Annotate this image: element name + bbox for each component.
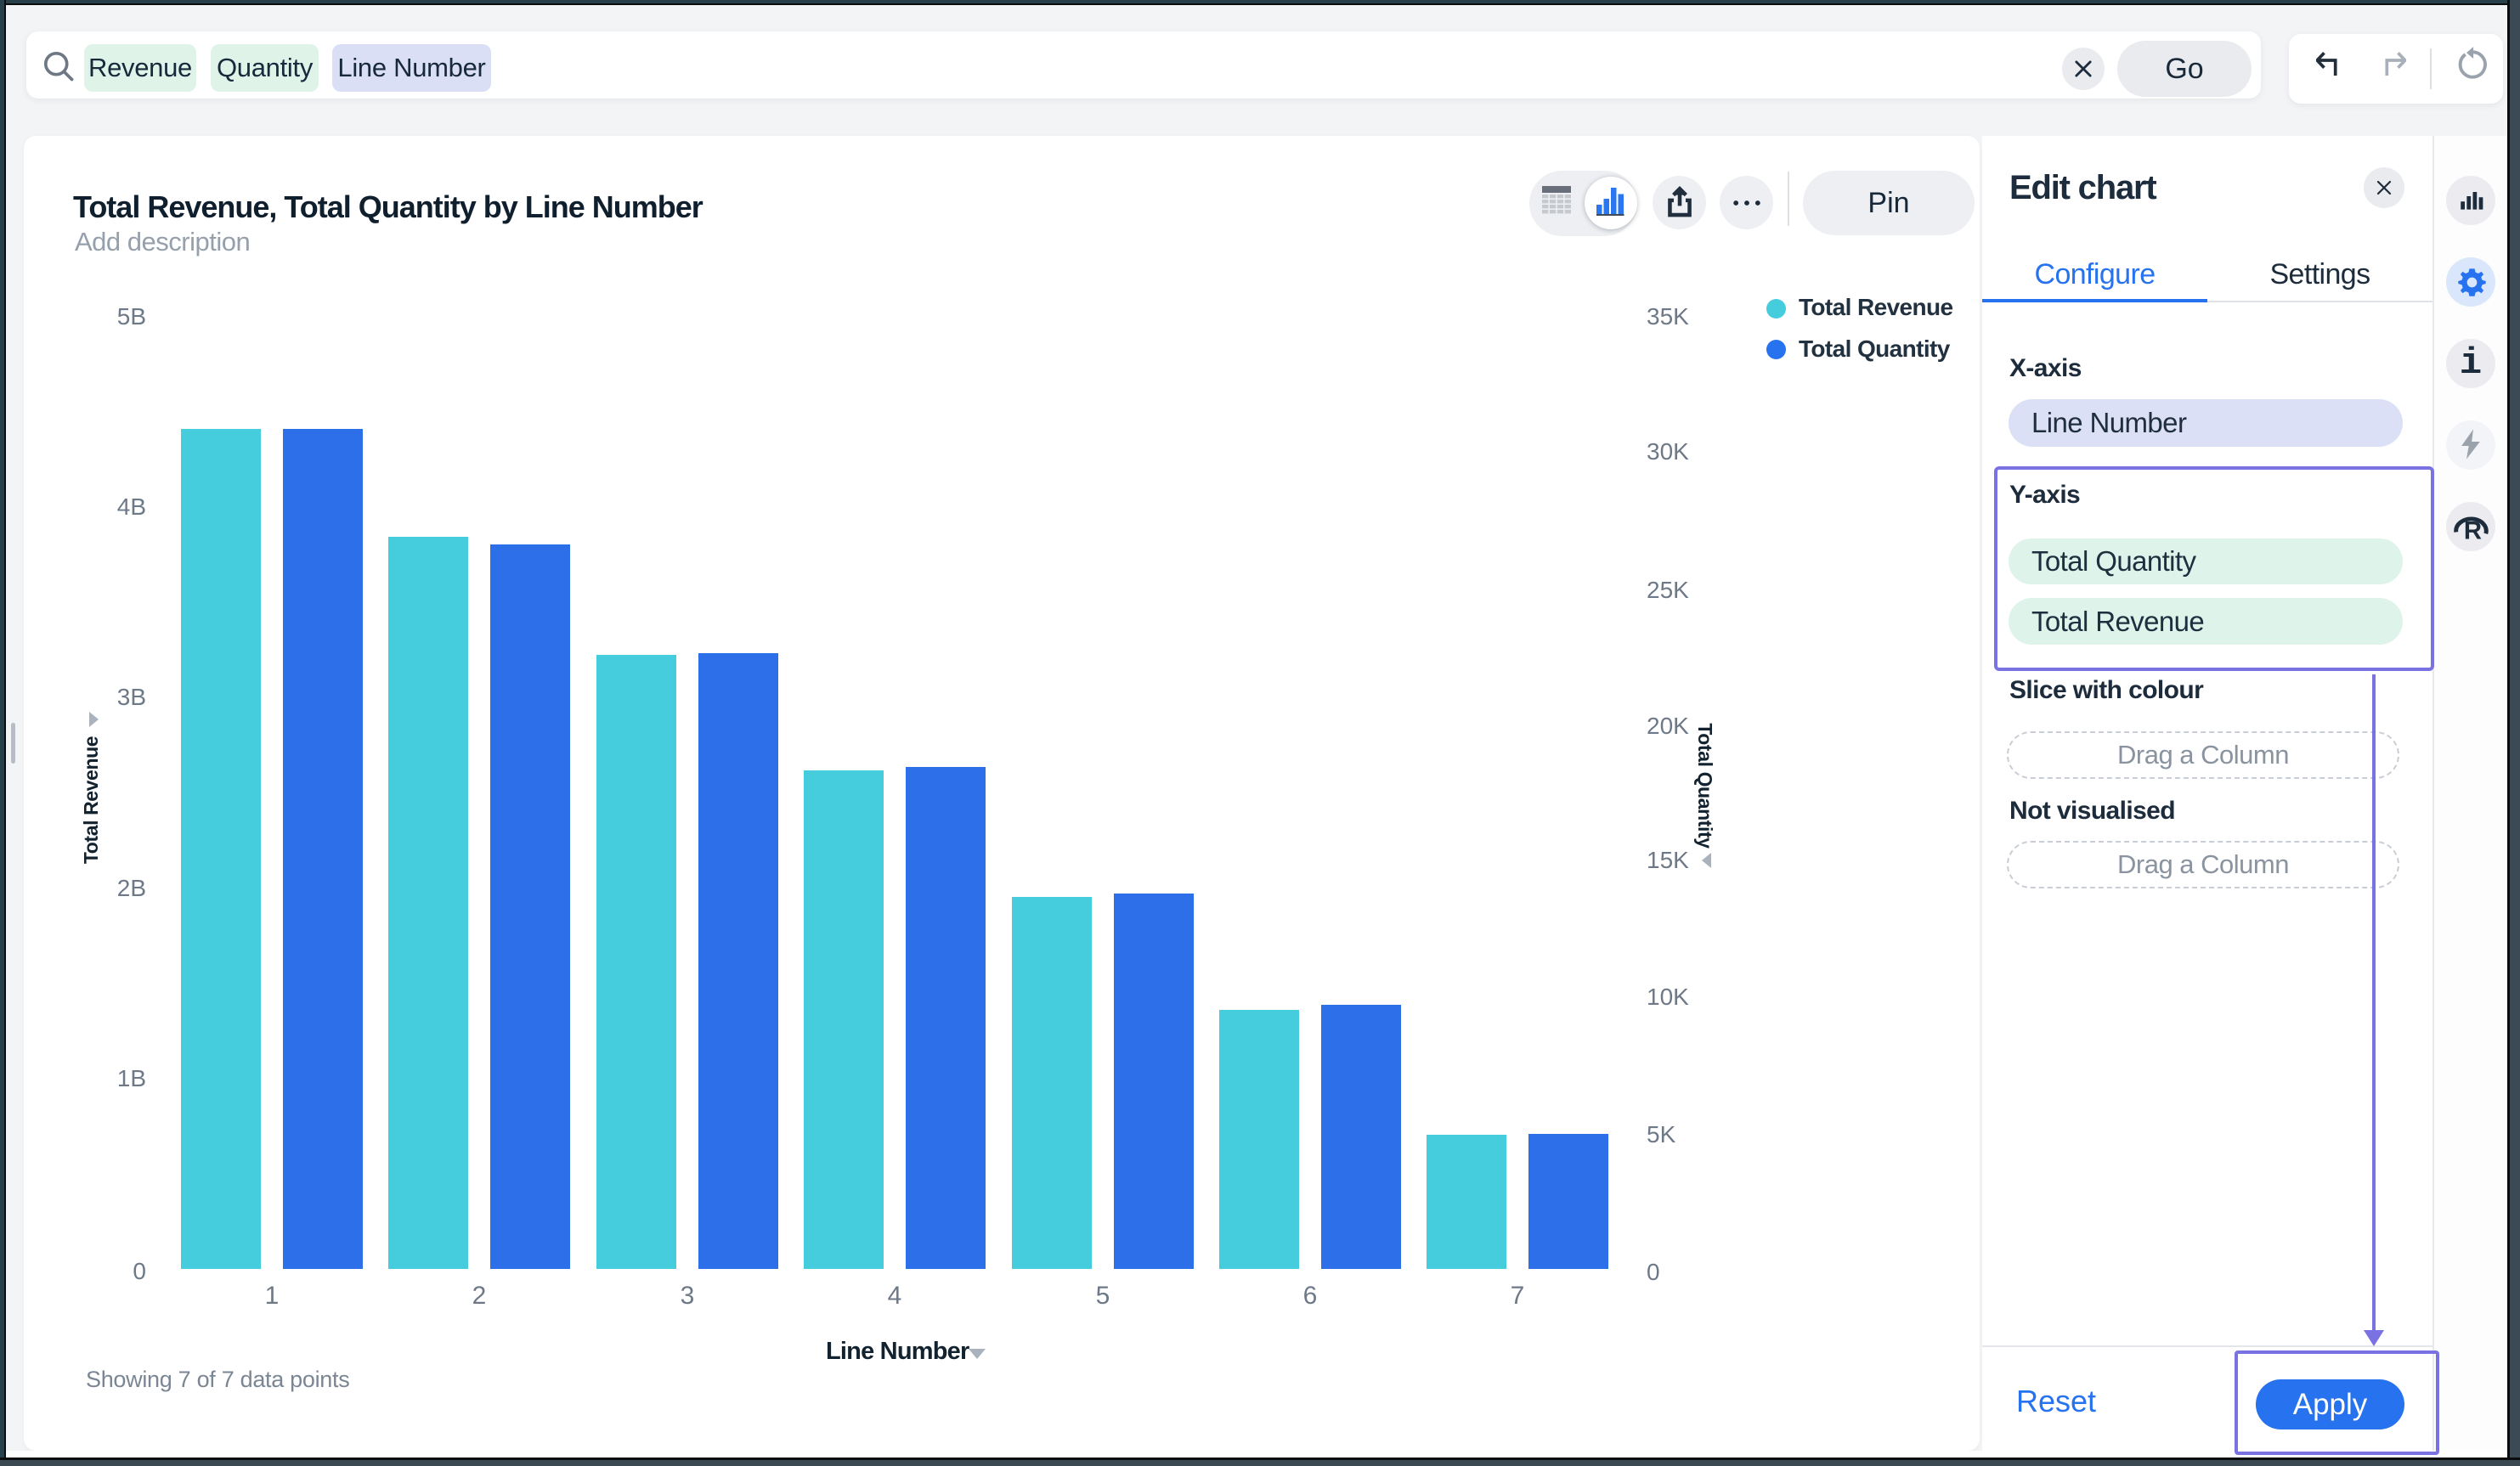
svg-text:R: R	[2464, 517, 2482, 545]
